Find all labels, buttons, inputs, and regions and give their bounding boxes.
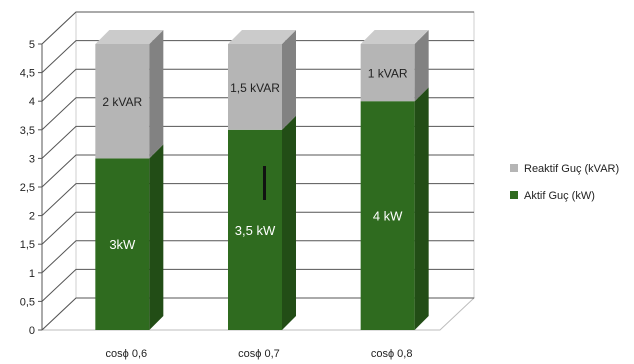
bar-front	[228, 129, 282, 330]
gridline	[41, 154, 474, 188]
category-label: cosϕ 0,8	[371, 348, 413, 360]
y-tick-label: 0,5	[20, 296, 35, 308]
gridline	[41, 240, 474, 274]
gridline	[41, 40, 474, 73]
gridline	[41, 97, 474, 131]
bar-segment: 1,5 kVAR	[228, 30, 296, 130]
data-label: 4 kW	[373, 209, 403, 224]
legend: Reaktif Guç (kVAR) Aktif Guç (kW)	[510, 163, 619, 202]
data-label: 3,5 kW	[235, 223, 276, 238]
gridline	[41, 68, 474, 102]
y-tick-label: 1	[29, 268, 35, 280]
bar-side	[149, 30, 164, 159]
y-tick-label: 4	[29, 96, 35, 108]
y-tick-label: 2	[29, 211, 35, 223]
bar-side	[414, 87, 429, 330]
bar-side	[414, 30, 429, 102]
bar-segment: 4 kW	[360, 87, 429, 330]
gridline	[41, 268, 474, 302]
gridline	[41, 125, 474, 159]
data-label: 1,5 kVAR	[230, 81, 280, 95]
bar-front	[228, 44, 282, 130]
legend-swatch	[510, 164, 518, 172]
gridlines	[38, 11, 474, 331]
chart-artifact-marker	[263, 166, 266, 200]
gridline	[41, 183, 474, 216]
bar-side	[282, 30, 296, 130]
y-tick-label: 3	[29, 153, 35, 165]
category-label: cosϕ 0,6	[106, 348, 148, 360]
x-axis-categories: cosϕ 0,6 cosϕ 0,7 cosϕ 0,8	[106, 348, 413, 360]
bar-front	[360, 44, 415, 102]
gridline	[41, 297, 474, 331]
y-tick-label: 4,5	[20, 68, 35, 80]
bar-front	[95, 44, 150, 159]
bars: 3kW 2 kVAR 3,5 kW 1,5 kVAR 4 kW 1 kVAR	[95, 30, 429, 330]
bar-top	[95, 30, 164, 44]
bar-top	[360, 30, 429, 44]
y-axis-ticks: 0 0,5 1 1,5 2 2,5 3 3,5 4 4,5 5	[20, 39, 35, 337]
bar-segment: 3kW	[95, 144, 164, 330]
category-label: cosϕ 0,7	[238, 348, 280, 360]
bar-front	[360, 101, 415, 330]
data-label: 1 kVAR	[368, 67, 408, 81]
bar-side	[282, 115, 296, 330]
y-tick-label: 0	[29, 325, 35, 337]
legend-swatch	[510, 191, 518, 199]
data-label: 2 kVAR	[102, 95, 142, 109]
bar-segment: 2 kVAR	[95, 30, 164, 159]
bar-segment: 3,5 kW	[228, 115, 296, 330]
data-label: 3kW	[109, 237, 136, 252]
bar-segment: 1 kVAR	[360, 30, 429, 102]
y-tick-label: 5	[29, 39, 35, 51]
gridline	[41, 11, 474, 45]
y-tick-label: 1,5	[20, 239, 35, 251]
bar-top	[228, 30, 296, 44]
y-tick-label: 3,5	[20, 125, 35, 137]
bar-side	[149, 144, 164, 330]
legend-label: Reaktif Guç (kVAR)	[524, 163, 619, 175]
gridline	[41, 211, 474, 245]
y-tick-label: 2,5	[20, 182, 35, 194]
legend-label: Aktif Guç (kW)	[524, 190, 595, 202]
bar-front	[95, 158, 150, 330]
